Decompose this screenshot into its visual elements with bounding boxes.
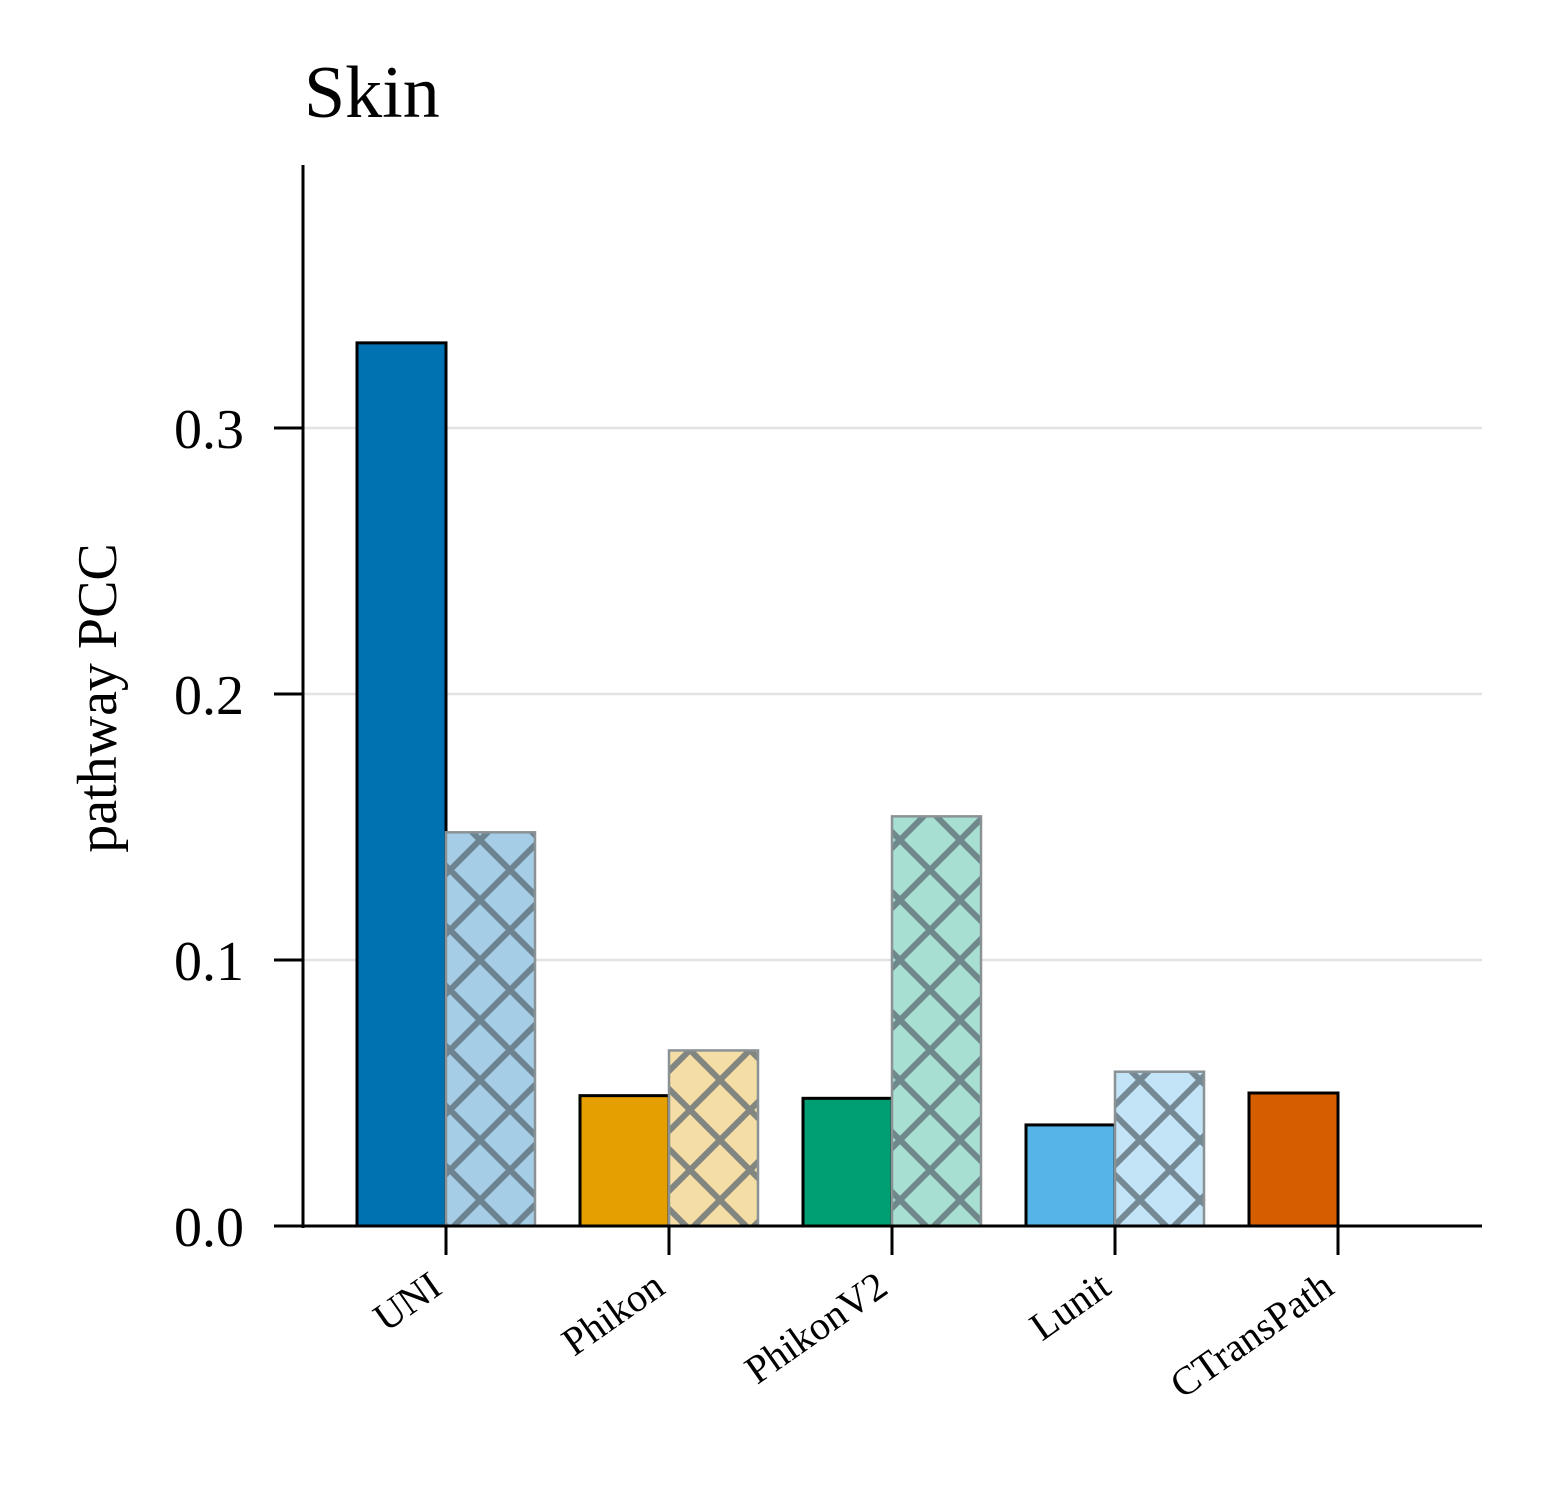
bar-phikon-hatched-hatch [667,1049,760,1228]
x-tick-label-lunit: Lunit [1021,1263,1118,1350]
y-tick-label: 0.1 [174,931,244,993]
bar-uni-hatched-hatch [444,831,537,1228]
y-axis-label: pathway PCC [67,543,129,853]
bar-lunit-solid [1024,1123,1117,1228]
chart-title: Skin [304,52,440,134]
x-ticks: UNI Phikon PhikonV2 Lunit CTransPath [365,1226,1341,1407]
bars [355,341,1340,1228]
x-tick-label-phikonv2: PhikonV2 [736,1263,895,1393]
x-tick-label-ctranspath: CTransPath [1162,1263,1341,1407]
bar-phikonv2-solid [801,1096,894,1228]
bar-phikon-solid [578,1094,671,1228]
x-tick-label-uni: UNI [365,1263,449,1341]
bar-uni-solid [355,341,448,1228]
bar-ctranspath-solid [1247,1091,1340,1228]
bar-phikonv2-hatched-hatch [890,815,983,1228]
y-tick-label: 0.3 [174,399,244,461]
bar-lunit-hatched-hatch [1113,1070,1206,1228]
y-tick-label: 0.0 [174,1197,244,1259]
y-ticks: 0.0 0.1 0.2 0.3 [174,399,303,1259]
y-tick-label: 0.2 [174,665,244,727]
x-tick-label-phikon: Phikon [553,1263,672,1365]
